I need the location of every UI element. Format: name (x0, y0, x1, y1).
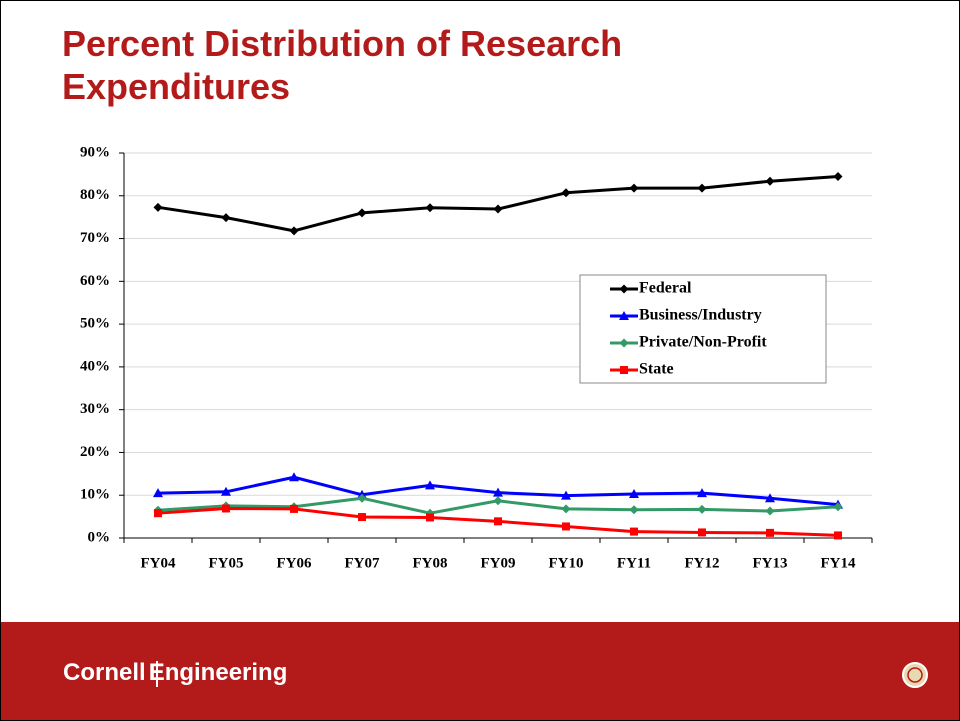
marker (153, 488, 163, 498)
x-tick-label: FY09 (481, 555, 516, 571)
y-tick-label: 0% (88, 529, 111, 545)
marker (765, 493, 775, 503)
legend-label: Private/Non-Profit (639, 334, 767, 351)
y-tick-label: 60% (80, 273, 110, 289)
brand-second: Engineering (149, 659, 288, 686)
slide-title: Percent Distribution of Research Expendi… (62, 23, 623, 107)
seal-outer (902, 662, 928, 688)
legend-label: Business/Industry (639, 307, 762, 324)
marker (289, 472, 299, 482)
marker (619, 338, 629, 348)
marker (561, 188, 571, 198)
title-box: Percent Distribution of Research Expendi… (62, 23, 623, 107)
seal-inner (907, 667, 923, 683)
marker (493, 487, 503, 497)
legend-box (579, 274, 827, 384)
marker (697, 504, 707, 514)
marker (289, 226, 299, 236)
marker (494, 517, 502, 526)
marker (153, 202, 163, 212)
marker (358, 513, 366, 522)
y-tick-label: 30% (80, 401, 110, 417)
x-tick-label: FY05 (209, 555, 244, 571)
x-tick-label: FY04 (141, 555, 176, 571)
marker (619, 311, 629, 320)
y-tick-label: 50% (80, 316, 110, 332)
x-tick-label: FY10 (549, 555, 584, 571)
marker (425, 480, 435, 490)
marker (221, 213, 231, 223)
x-tick-label: FY12 (685, 555, 720, 571)
marker (833, 172, 843, 182)
legend: Federal Business/Industry Private/Non-Prof… (579, 274, 827, 384)
x-tick-label: FY08 (413, 555, 448, 571)
marker (221, 486, 231, 496)
marker (620, 366, 628, 374)
marker (619, 284, 629, 294)
seal (902, 662, 928, 688)
x-tick-label: FY14 (821, 555, 856, 571)
y-tick-label: 70% (80, 230, 110, 246)
y-tick-label: 90% (80, 144, 110, 160)
marker (629, 183, 639, 193)
legend-label: State (639, 361, 674, 378)
marker (833, 502, 843, 512)
y-tick-label: 40% (80, 358, 110, 374)
marker (765, 506, 775, 516)
marker (493, 496, 503, 506)
marker (426, 513, 434, 522)
y-tick-label: 10% (80, 487, 110, 503)
marker (766, 528, 774, 537)
marker (357, 208, 367, 218)
footer-brand: Cornell Engineering (63, 659, 287, 686)
x-tick-label: FY13 (753, 555, 788, 571)
marker (698, 528, 706, 537)
marker (630, 527, 638, 536)
marker (425, 203, 435, 213)
brand-first: Cornell (63, 659, 146, 686)
marker (697, 183, 707, 193)
footer-band (1, 622, 959, 720)
marker (493, 204, 503, 214)
marker (834, 531, 842, 540)
marker (561, 490, 571, 500)
legend-label: Federal (639, 280, 692, 297)
y-tick-label: 20% (80, 444, 110, 460)
marker (765, 176, 775, 186)
chart: 0% 10% 20% 30% 40% 50% 60% 70% 80% 90% FY04 FY05 FY0… (80, 144, 873, 571)
marker (357, 493, 367, 503)
x-tick-label: FY11 (617, 555, 651, 571)
x-tick-label: FY06 (277, 555, 312, 571)
marker (562, 522, 570, 531)
marker (697, 488, 707, 498)
marker (222, 504, 230, 513)
marker (561, 504, 571, 514)
marker (290, 504, 298, 513)
marker (629, 488, 639, 498)
marker (154, 509, 162, 518)
y-tick-label: 80% (80, 187, 110, 203)
marker (629, 505, 639, 515)
x-tick-label: FY07 (345, 555, 380, 571)
